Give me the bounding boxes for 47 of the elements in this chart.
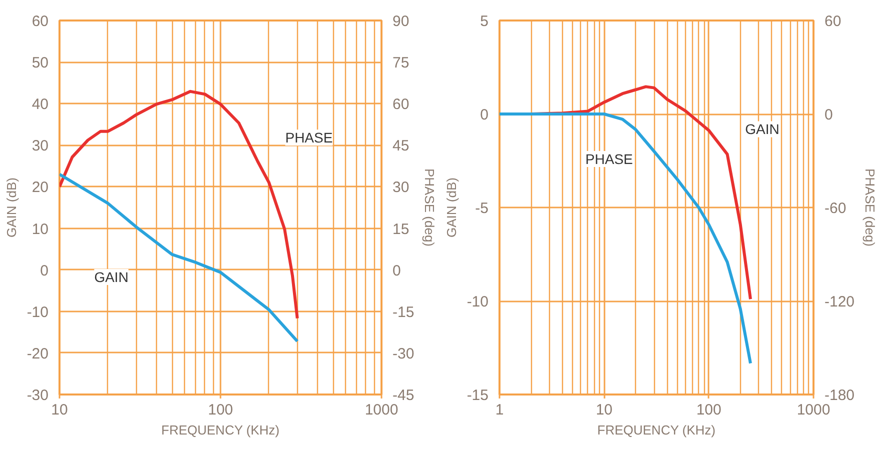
- y2-tick-label: 0: [824, 106, 833, 124]
- y2-tick-label: 60: [392, 96, 410, 114]
- x-tick-label: 10: [596, 402, 613, 418]
- y2-tick-label: -45: [392, 387, 414, 404]
- y-tick-label: 20: [32, 179, 49, 196]
- y-tick-label: 60: [32, 13, 49, 30]
- series-label: GAIN: [745, 121, 780, 138]
- text: GAIN: [94, 269, 128, 286]
- y2-tick-label: 0: [392, 262, 401, 280]
- series-label: PHASE: [585, 151, 633, 167]
- y2-tick-label: -120: [824, 294, 855, 310]
- y-tick-label: -30: [26, 387, 49, 404]
- y2-axis-title: PHASE (deg): [862, 168, 878, 247]
- x-axis-title: FREQUENCY (KHz): [597, 422, 716, 438]
- y-tick-label: -10: [26, 304, 49, 321]
- x-tick-label: 1000: [364, 402, 398, 418]
- y-tick-label: 0: [480, 106, 488, 124]
- y-tick-label: -15: [466, 387, 489, 404]
- y2-axis-title: PHASE (deg): [422, 168, 438, 247]
- y-tick-label: 50: [32, 54, 49, 72]
- x-axis-title: FREQUENCY (KHz): [161, 422, 280, 438]
- y-tick-label: -5: [475, 200, 489, 217]
- y-tick-label: 5: [480, 13, 488, 30]
- y-tick-label: -10: [466, 294, 489, 310]
- y-axis-title: GAIN (dB): [4, 178, 19, 238]
- y-tick-label: 40: [32, 96, 49, 114]
- y2-tick-label: -60: [824, 200, 846, 217]
- y-tick-label: 0: [40, 262, 48, 280]
- y2-tick-label: -180: [824, 387, 855, 404]
- y2-tick-label: 15: [392, 220, 410, 238]
- y2-tick-label: 45: [392, 138, 410, 155]
- x-tick-label: 10: [51, 402, 68, 418]
- y2-tick-label: 30: [392, 179, 410, 196]
- x-tick-label: 100: [208, 402, 234, 418]
- y-tick-label: 10: [32, 220, 49, 238]
- y-tick-label: 30: [32, 138, 49, 155]
- text: PHASE: [285, 130, 333, 146]
- y2-tick-label: 90: [392, 13, 410, 30]
- x-tick-label: 1000: [796, 402, 830, 418]
- y2-tick-label: -15: [392, 304, 414, 321]
- x-tick-label: 1: [495, 402, 504, 418]
- y-axis-title: GAIN (dB): [444, 178, 459, 238]
- y-tick-label: -20: [26, 345, 49, 362]
- y2-tick-label: 60: [824, 13, 842, 30]
- y2-tick-label: 75: [392, 54, 410, 72]
- x-tick-label: 100: [696, 402, 722, 418]
- y2-tick-label: -30: [392, 345, 414, 362]
